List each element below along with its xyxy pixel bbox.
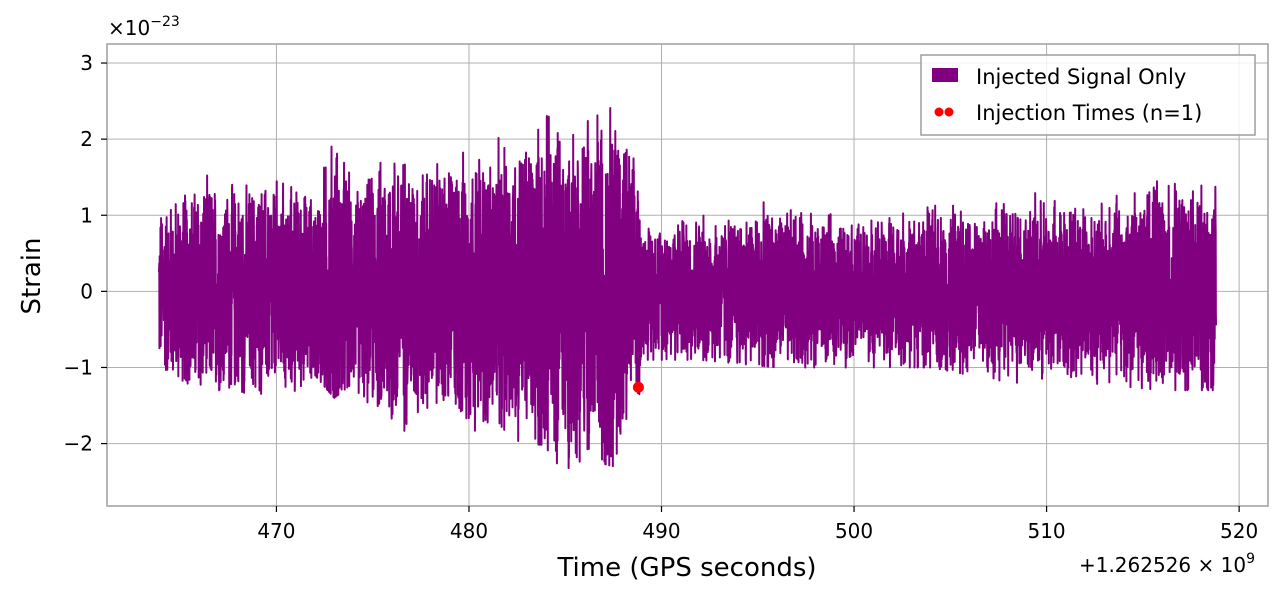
series-line-injected-signal <box>157 107 1218 470</box>
y-tick-label: 2 <box>80 127 93 151</box>
legend-label-injection-times: Injection Times (n=1) <box>976 101 1202 125</box>
x-axis-label: Time (GPS seconds) <box>556 553 816 583</box>
y-tick-label: −2 <box>64 432 93 456</box>
legend: Injected Signal Only Injection Times (n=… <box>920 54 1256 136</box>
x-offset-label: +1.262526 × 109 <box>1079 551 1255 577</box>
x-tick-label: 480 <box>450 519 488 543</box>
y-axis-label: Strain <box>17 237 47 314</box>
y-scale-base: ×10 <box>108 16 150 40</box>
x-tick-label: 490 <box>642 519 680 543</box>
y-scale-label: ×10−23 <box>108 14 180 40</box>
legend-label-injected-signal: Injected Signal Only <box>976 65 1186 89</box>
injection-time-point <box>632 381 644 393</box>
legend-swatch-injected-signal <box>932 68 958 82</box>
y-tick-label: 0 <box>80 279 93 303</box>
y-scale-exponent: −23 <box>150 14 180 30</box>
data-layer <box>157 107 1218 470</box>
y-tick-label: −1 <box>64 355 93 379</box>
tick-layer: 470 480 490 500 510 520 −2 −1 0 1 2 3 <box>64 51 1259 543</box>
x-tick-label: 510 <box>1027 519 1065 543</box>
x-tick-label: 500 <box>835 519 873 543</box>
x-tick-label: 470 <box>257 519 295 543</box>
legend-box <box>920 54 1256 136</box>
legend-marker-injection-dot-2 <box>944 107 954 117</box>
y-tick-label: 1 <box>80 203 93 227</box>
y-tick-label: 3 <box>80 51 93 75</box>
legend-marker-injection-dot-1 <box>934 107 944 117</box>
x-offset-exponent: 9 <box>1246 551 1255 567</box>
x-offset-base: +1.262526 × 10 <box>1079 553 1246 577</box>
plot-frame <box>106 43 1269 507</box>
x-tick-label: 520 <box>1220 519 1258 543</box>
